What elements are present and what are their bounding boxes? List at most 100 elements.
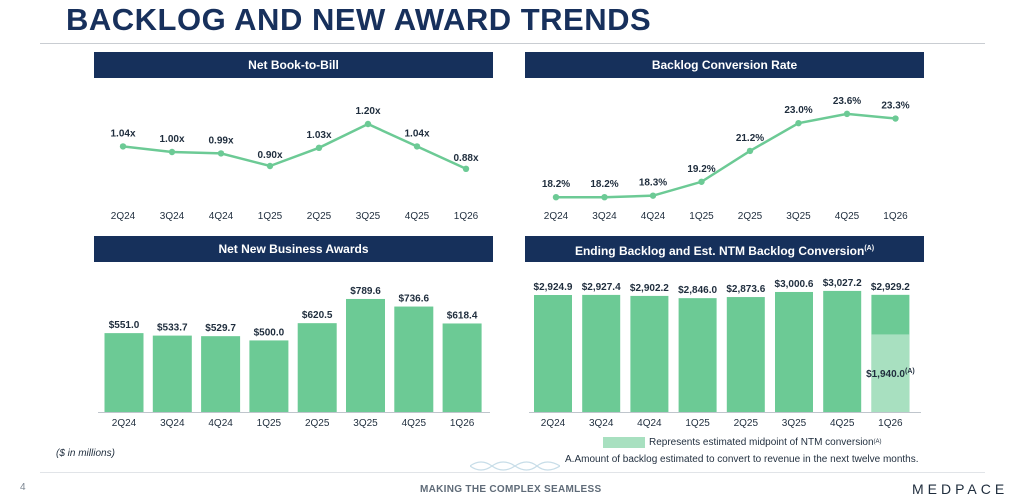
backlog-tick-label-3Q25: 3Q25 bbox=[782, 418, 807, 429]
conv-point-2Q24 bbox=[552, 194, 560, 201]
chart-legend: Represents estimated midpoint of NTM con… bbox=[603, 436, 882, 448]
conv-point-2Q25 bbox=[746, 147, 754, 155]
awards-bar-1Q25 bbox=[249, 340, 289, 412]
conv-tick-label-1Q25: 1Q25 bbox=[689, 211, 714, 222]
conv-tick-label-3Q25: 3Q25 bbox=[786, 211, 811, 222]
backlog-bar-2Q24 bbox=[534, 295, 572, 412]
awards-tick-label-1Q26: 1Q26 bbox=[450, 418, 475, 429]
backlog-bar-1Q25 bbox=[678, 298, 717, 412]
page-title: BACKLOG AND NEW AWARD TRENDS bbox=[66, 2, 652, 37]
awards-data-label-2Q25: $620.5 bbox=[302, 310, 333, 321]
ending-backlog-title-sup: (A) bbox=[864, 245, 875, 252]
new-awards-header: Net New Business Awards bbox=[94, 236, 493, 262]
conv-point-3Q24 bbox=[601, 194, 608, 201]
conv-data-label-4Q25: 23.6% bbox=[833, 96, 861, 107]
conv-tick-label-1Q26: 1Q26 bbox=[883, 211, 908, 222]
conv-data-label-3Q24: 18.2% bbox=[590, 179, 618, 190]
btb-data-label-2Q24: 1.04x bbox=[110, 128, 135, 139]
footer-tagline: MAKING THE COMPLEX SEAMLESS bbox=[420, 484, 602, 495]
btb-point-3Q24 bbox=[168, 148, 176, 156]
ending-backlog-title: Ending Backlog and Est. NTM Backlog Conv… bbox=[574, 244, 865, 258]
awards-data-label-1Q26: $618.4 bbox=[447, 310, 478, 321]
btb-data-label-3Q25: 1.20x bbox=[355, 106, 380, 117]
awards-tick-label-2Q24: 2Q24 bbox=[112, 418, 137, 429]
btb-tick-label-2Q24: 2Q24 bbox=[111, 211, 136, 222]
btb-data-label-1Q25: 0.90x bbox=[257, 150, 282, 161]
btb-tick-label-1Q26: 1Q26 bbox=[454, 211, 479, 222]
btb-tick-label-3Q25: 3Q25 bbox=[356, 211, 381, 222]
medpace-logo: MEDPACE bbox=[912, 481, 1009, 497]
backlog-data-label-2Q25: $2,873.6 bbox=[726, 284, 765, 295]
conv-data-label-1Q25: 19.2% bbox=[687, 164, 715, 175]
legend-sup: (A) bbox=[873, 439, 882, 445]
conv-data-label-3Q25: 23.0% bbox=[784, 105, 812, 116]
book-to-bill-header: Net Book-to-Bill bbox=[94, 52, 493, 78]
awards-tick-label-4Q24: 4Q24 bbox=[208, 418, 233, 429]
awards-data-label-2Q24: $551.0 bbox=[109, 320, 140, 331]
awards-data-label-3Q25: $789.6 bbox=[350, 286, 381, 297]
awards-data-label-3Q24: $533.7 bbox=[157, 323, 188, 334]
awards-tick-label-1Q25: 1Q25 bbox=[257, 418, 282, 429]
conv-point-1Q25 bbox=[698, 178, 705, 185]
ending-backlog-header: Ending Backlog and Est. NTM Backlog Conv… bbox=[525, 236, 924, 262]
backlog-overlay-label: $1,940.0(A) bbox=[866, 368, 915, 380]
btb-data-label-1Q26: 0.88x bbox=[453, 153, 478, 164]
btb-data-label-2Q25: 1.03x bbox=[306, 130, 331, 141]
backlog-tick-label-4Q25: 4Q25 bbox=[830, 418, 855, 429]
awards-data-label-4Q25: $736.6 bbox=[399, 294, 430, 305]
awards-data-label-4Q24: $529.7 bbox=[205, 323, 236, 334]
btb-data-label-4Q24: 0.99x bbox=[208, 135, 233, 146]
btb-tick-label-4Q24: 4Q24 bbox=[209, 211, 234, 222]
btb-point-1Q26 bbox=[462, 165, 470, 172]
conv-tick-label-4Q25: 4Q25 bbox=[835, 211, 860, 222]
awards-tick-label-4Q25: 4Q25 bbox=[402, 418, 427, 429]
backlog-tick-label-4Q24: 4Q24 bbox=[637, 418, 662, 429]
new-awards-chart: $551.0 2Q24 $533.7 3Q24 $529.7 4Q24 $500.0 1Q25… bbox=[98, 286, 490, 429]
conv-point-1Q26 bbox=[892, 115, 899, 122]
btb-tick-label-2Q25: 2Q25 bbox=[307, 211, 332, 222]
awards-bar-3Q24 bbox=[152, 335, 192, 412]
awards-tick-label-2Q25: 2Q25 bbox=[305, 418, 330, 429]
backlog-tick-label-1Q25: 1Q25 bbox=[685, 418, 710, 429]
awards-data-label-1Q25: $500.0 bbox=[254, 327, 285, 338]
conv-point-4Q25 bbox=[843, 110, 851, 118]
awards-bar-1Q26 bbox=[442, 323, 482, 412]
footnote: A.Amount of backlog estimated to convert… bbox=[565, 454, 919, 465]
conv-tick-label-2Q25: 2Q25 bbox=[738, 211, 763, 222]
awards-bar-2Q24 bbox=[104, 333, 144, 412]
conv-data-label-1Q26: 23.3% bbox=[881, 101, 909, 112]
btb-point-2Q25 bbox=[315, 144, 323, 151]
backlog-data-label-3Q25: $3,000.6 bbox=[775, 279, 814, 290]
footer-divider bbox=[40, 472, 985, 473]
btb-data-label-3Q24: 1.00x bbox=[159, 134, 184, 145]
conv-series-line bbox=[556, 112, 896, 199]
backlog-bar-3Q25 bbox=[775, 291, 813, 412]
backlog-data-label-3Q24: $2,927.4 bbox=[582, 282, 621, 293]
backlog-bar-3Q24 bbox=[582, 294, 621, 412]
backlog-data-label-1Q25: $2,846.0 bbox=[678, 285, 717, 296]
backlog-tick-label-2Q24: 2Q24 bbox=[541, 418, 566, 429]
ending-backlog-chart: $2,924.9 2Q24 $2,927.4 3Q24 $2,902.2 4Q24 $2,8… bbox=[529, 278, 921, 429]
awards-bar-4Q24 bbox=[201, 336, 241, 412]
btb-point-1Q25 bbox=[266, 162, 274, 170]
btb-point-4Q24 bbox=[217, 150, 225, 157]
conv-data-label-2Q24: 18.2% bbox=[542, 179, 570, 190]
btb-series-line bbox=[122, 122, 467, 170]
awards-bar-3Q25 bbox=[346, 298, 385, 412]
conversion-rate-title: Backlog Conversion Rate bbox=[651, 58, 798, 72]
backlog-overlay-bar bbox=[871, 334, 910, 412]
btb-tick-label-4Q25: 4Q25 bbox=[405, 211, 430, 222]
awards-tick-label-3Q25: 3Q25 bbox=[353, 418, 378, 429]
backlog-bar-4Q24 bbox=[630, 295, 669, 412]
conversion-rate-header: Backlog Conversion Rate bbox=[525, 52, 924, 78]
btb-data-label-4Q25: 1.04x bbox=[404, 128, 429, 139]
conversion-rate-chart: 18.2% 2Q24 18.2% 3Q24 18.3% 4Q24 19.2% 1Q25 21.2… bbox=[542, 96, 910, 222]
conv-tick-label-4Q24: 4Q24 bbox=[641, 211, 666, 222]
awards-tick-label-3Q24: 3Q24 bbox=[160, 418, 185, 429]
backlog-data-label-1Q26: $2,929.2 bbox=[871, 282, 910, 293]
book-to-bill-chart: 1.04x 2Q24 1.00x 3Q24 0.99x 4Q24 0.90x 1Q25 1.03… bbox=[110, 106, 479, 222]
conv-data-label-2Q25: 21.2% bbox=[736, 133, 764, 144]
awards-bar-2Q25 bbox=[297, 323, 337, 412]
btb-point-3Q25 bbox=[364, 120, 372, 128]
legend-label: Represents estimated midpoint of NTM con… bbox=[649, 436, 874, 448]
